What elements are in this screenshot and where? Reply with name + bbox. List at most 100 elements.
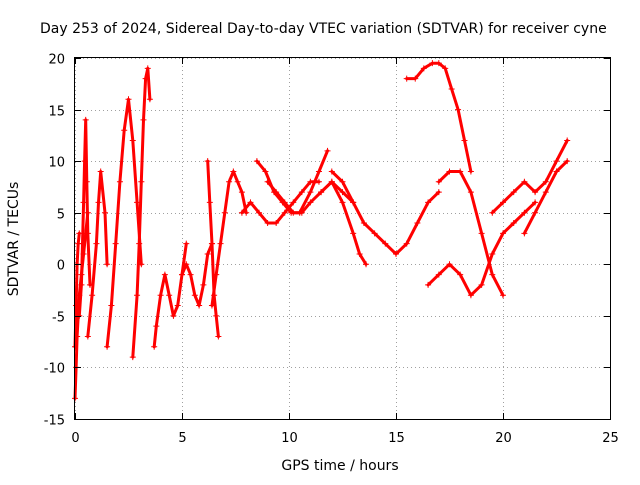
data-point [204, 250, 211, 257]
data-point [191, 292, 198, 299]
data-point [264, 220, 271, 227]
x-tick-label: 0 [71, 431, 79, 446]
data-point [217, 240, 224, 247]
data-point [461, 137, 468, 144]
series-line [319, 180, 368, 266]
data-point [281, 209, 288, 216]
data-point [101, 209, 108, 216]
data-point [371, 230, 378, 237]
data-point [489, 271, 496, 278]
data-point [455, 106, 462, 113]
data-point [446, 261, 453, 268]
data-point [290, 199, 297, 206]
series-sat-e [104, 96, 145, 350]
data-point [151, 343, 158, 350]
series-sat-o [328, 168, 442, 257]
data-point [247, 199, 254, 206]
data-point [179, 271, 185, 278]
series-line [206, 159, 220, 338]
data-point [414, 220, 421, 227]
y-tick-label: -15 [44, 414, 65, 429]
data-point [467, 168, 474, 175]
data-point [200, 281, 207, 288]
data-point [116, 178, 123, 185]
data-point [104, 343, 111, 350]
data-point [521, 230, 528, 237]
data-point [213, 271, 220, 278]
data-point [281, 199, 288, 206]
series-sat-c [76, 116, 93, 319]
series-line [86, 170, 109, 338]
series-line [240, 180, 321, 225]
data-point [324, 147, 331, 154]
data-point [412, 75, 419, 82]
data-point [435, 178, 442, 185]
data-point [298, 189, 305, 196]
y-tick-label: -5 [52, 311, 65, 326]
data-point [97, 168, 104, 175]
x-tick-label: 15 [388, 431, 405, 446]
data-point [457, 271, 464, 278]
data-point [153, 323, 160, 330]
data-point [204, 158, 211, 165]
data-point [95, 199, 102, 206]
series-sat-k [238, 178, 322, 227]
series-sat-d [84, 168, 111, 340]
data-point [166, 292, 173, 299]
data-point [93, 240, 100, 247]
data-point [425, 199, 432, 206]
data-point [360, 220, 367, 227]
data-point [183, 261, 190, 268]
data-point [339, 199, 346, 206]
data-point [489, 209, 496, 216]
data-point [213, 312, 220, 319]
data-point [238, 209, 245, 216]
axis-ticks [75, 58, 611, 420]
data-point [134, 199, 141, 206]
series-sat-r [425, 199, 539, 299]
data-point [76, 312, 83, 319]
data-point [532, 209, 539, 216]
data-point [315, 168, 322, 175]
data-point [542, 178, 549, 185]
data-point [262, 168, 269, 175]
series-sat-g [151, 240, 190, 350]
grid [75, 58, 611, 420]
data-point [206, 199, 213, 206]
data-point [290, 209, 297, 216]
data-point [435, 271, 442, 278]
series-line [266, 180, 355, 215]
data-point [542, 189, 549, 196]
data-point [108, 302, 115, 309]
data-point [435, 189, 442, 196]
x-tick-label: 10 [281, 431, 298, 446]
data-point [238, 189, 245, 196]
data-point [138, 178, 145, 185]
data-point [129, 137, 136, 144]
chart-title: Day 253 of 2024, Sidereal Day-to-day VTE… [40, 21, 607, 37]
data-point [467, 189, 474, 196]
data-point [553, 158, 560, 165]
data-point [161, 271, 168, 278]
series-line [522, 159, 569, 235]
series-sat-j [208, 168, 250, 309]
series-line [490, 139, 569, 215]
data-point [187, 271, 194, 278]
data-point [532, 189, 539, 196]
data-point [83, 178, 90, 185]
data-point [307, 199, 314, 206]
series-line [131, 66, 152, 359]
data-point [121, 127, 128, 134]
plot-points [72, 60, 571, 402]
data-point [478, 230, 485, 237]
data-point [521, 178, 528, 185]
data-point [78, 281, 85, 288]
data-point [521, 209, 528, 216]
data-point [79, 240, 86, 247]
data-point [112, 240, 119, 247]
data-point [532, 199, 539, 206]
data-point [256, 209, 263, 216]
data-point [510, 220, 517, 227]
series-line [180, 242, 214, 307]
